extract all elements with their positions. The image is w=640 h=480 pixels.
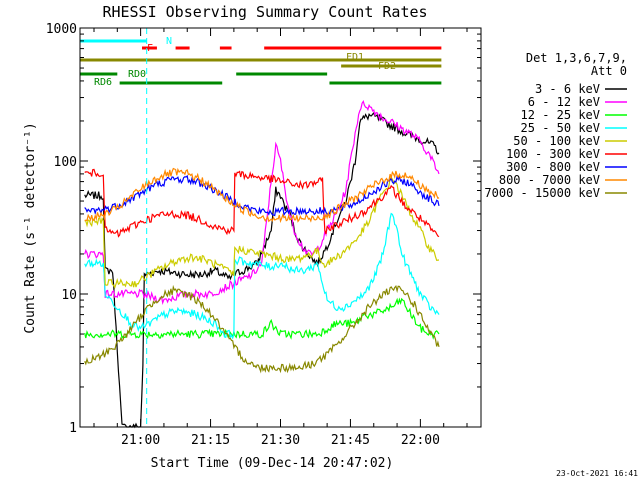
y-axis-label: Count Rate (s⁻¹ detector⁻¹) <box>23 122 38 333</box>
legend-label-5: 100 - 300 keV <box>506 147 600 161</box>
flag-label-n: N <box>166 36 172 47</box>
legend-label-4: 50 - 100 keV <box>513 134 600 148</box>
flag-lines: N F FD1 FD2 RD0 RD6 <box>80 36 442 88</box>
series-line-7 <box>84 167 440 224</box>
flag-label-rd0: RD0 <box>128 69 146 80</box>
y-tick-label-0: 1 <box>69 421 77 436</box>
legend-header-0: Det 1,3,6,7,9, <box>526 51 627 65</box>
legend-label-3: 25 - 50 keV <box>521 121 600 135</box>
legend-label-0: 3 - 6 keV <box>535 82 600 96</box>
series-line-1 <box>84 99 440 305</box>
series-line-8 <box>84 284 440 374</box>
y-tick-label-2: 100 <box>54 155 77 170</box>
legend-label-2: 12 - 25 keV <box>521 108 600 122</box>
footer-date: 23-Oct-2021 16:41 <box>556 469 638 478</box>
series-line-5 <box>84 168 440 238</box>
x-tick-label-4: 22:00 <box>401 433 440 448</box>
x-tick-label-3: 21:45 <box>331 433 370 448</box>
axes: 1 10 100 1000 21:00 21:15 21:30 21:45 22:00 <box>46 22 481 448</box>
x-tick-label-2: 21:30 <box>261 433 300 448</box>
y-tick-label-1: 10 <box>61 288 77 303</box>
series-line-6 <box>84 174 440 217</box>
flag-label-rd6: RD6 <box>94 77 112 88</box>
series-line-4 <box>84 176 440 289</box>
x-tick-label-1: 21:15 <box>191 433 230 448</box>
flag-label-fd2: FD2 <box>378 61 396 72</box>
legend-label-6: 300 - 800 keV <box>506 160 600 174</box>
y-tick-label-3: 1000 <box>46 22 77 37</box>
legend-header-1: Att 0 <box>591 64 627 78</box>
flag-label-f: F <box>147 43 153 54</box>
legend-label-1: 6 - 12 keV <box>528 95 600 109</box>
chart-title: RHESSI Observing Summary Count Rates <box>102 3 427 21</box>
x-axis-label: Start Time (09-Dec-14 20:47:02) <box>151 456 394 471</box>
series-line-2 <box>84 297 440 340</box>
series-line-3 <box>84 212 440 340</box>
x-tick-label-0: 21:00 <box>121 433 160 448</box>
flag-label-fd1: FD1 <box>346 52 364 63</box>
legend-label-7: 800 - 7000 keV <box>499 173 600 187</box>
legend-label-8: 7000 - 15000 keV <box>484 186 600 200</box>
series-group <box>84 99 440 429</box>
